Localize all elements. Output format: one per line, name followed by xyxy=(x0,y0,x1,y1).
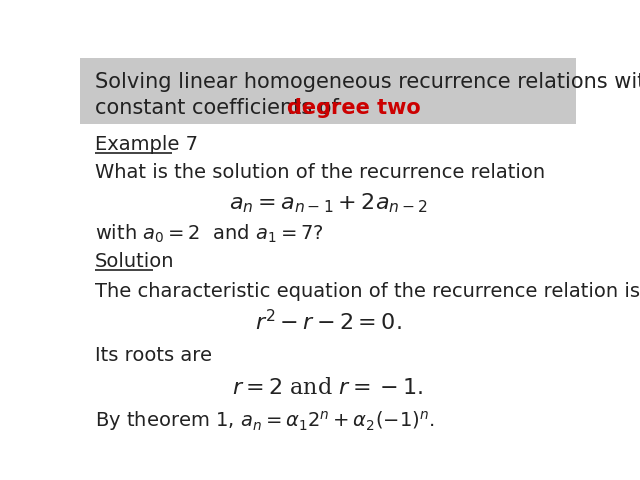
Text: $r = 2$ and $r = -1.$: $r = 2$ and $r = -1.$ xyxy=(232,377,424,399)
Text: constant coefficients of: constant coefficients of xyxy=(95,98,346,118)
Text: with $a_0 = 2$  and $a_1 = 7$?: with $a_0 = 2$ and $a_1 = 7$? xyxy=(95,223,324,245)
Text: Solving linear homogeneous recurrence relations with: Solving linear homogeneous recurrence re… xyxy=(95,72,640,92)
Text: $a_n = a_{n-1} + 2a_{n-2}$: $a_n = a_{n-1} + 2a_{n-2}$ xyxy=(228,192,428,216)
Text: Its roots are: Its roots are xyxy=(95,347,212,365)
Text: What is the solution of the recurrence relation: What is the solution of the recurrence r… xyxy=(95,163,545,181)
FancyBboxPatch shape xyxy=(80,58,576,124)
Text: By theorem 1, $a_n = \alpha_1 2^n + \alpha_2(-1)^n.$: By theorem 1, $a_n = \alpha_1 2^n + \alp… xyxy=(95,409,435,433)
Text: Example 7: Example 7 xyxy=(95,135,198,154)
Text: The characteristic equation of the recurrence relation is: The characteristic equation of the recur… xyxy=(95,282,640,300)
Text: degree two: degree two xyxy=(287,98,421,118)
Text: $r^2 - r - 2 = 0.$: $r^2 - r - 2 = 0.$ xyxy=(255,310,401,335)
Text: Solution: Solution xyxy=(95,252,174,271)
